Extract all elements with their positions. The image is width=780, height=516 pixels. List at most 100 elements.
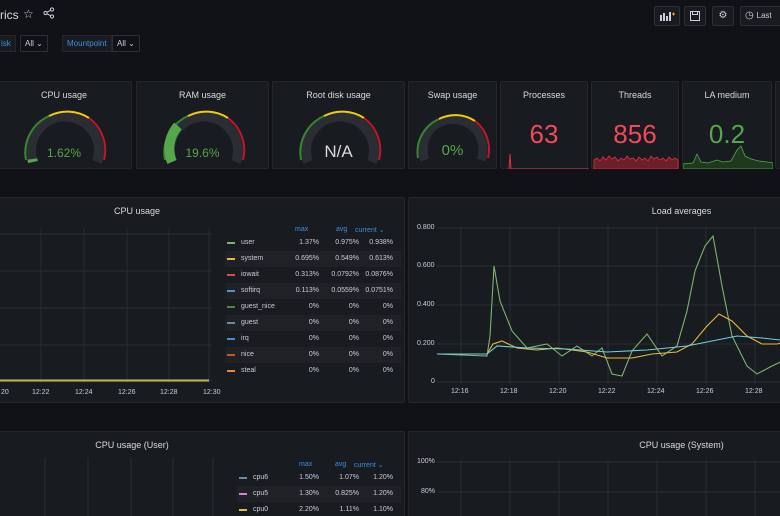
cpu-usage-gauge-panel[interactable]: CPU usage 1.62% — [0, 81, 132, 169]
root-disk-gauge-panel[interactable]: Root disk usage N/A — [272, 81, 405, 169]
legend-row-iowait[interactable]: iowait 0.313% 0.0792% 0.0876% — [225, 267, 401, 283]
threads-stat-panel[interactable]: Threads 856 — [591, 81, 679, 169]
legend-max: 0.313% — [295, 271, 319, 278]
settings-gear-icon[interactable]: ⚙ — [712, 6, 734, 26]
x-tick: 12:22 — [32, 389, 50, 396]
legend-max: 1.50% — [299, 474, 319, 481]
series-color-swatch[interactable] — [227, 242, 235, 244]
panel-title: Swap usage — [427, 90, 478, 100]
legend-current: 1.20% — [373, 490, 393, 497]
series-color-swatch[interactable] — [227, 306, 235, 308]
legend-current: 0% — [382, 335, 393, 342]
legend-avg: 0.0792% — [331, 271, 359, 278]
y-tick: 80% — [421, 488, 436, 495]
series-color-swatch[interactable] — [227, 354, 235, 356]
legend-row-steal[interactable]: steal 0% 0% 0% — [225, 363, 401, 379]
legend-max: 1.30% — [299, 490, 319, 497]
x-tick: 12:28 — [160, 389, 178, 396]
legend-max: 0% — [308, 367, 319, 374]
cpu-usage-graph-panel[interactable]: CPU usage 20 12:22 12:24 12:26 12:28 12:… — [0, 197, 405, 403]
legend-max: 0% — [308, 335, 319, 342]
share-icon[interactable] — [43, 6, 55, 24]
legend-row-cpu5[interactable]: cpu5 1.30% 0.825% 1.20% — [237, 486, 401, 502]
legend-avg: 1.11% — [339, 506, 359, 513]
series-color-swatch[interactable] — [227, 258, 235, 260]
la-medium-stat-panel[interactable]: LA medium 0.2 — [682, 81, 773, 169]
series-color-swatch[interactable] — [227, 338, 235, 340]
legend-header-current[interactable]: current ⌄ — [354, 462, 384, 469]
legend-header-max[interactable]: max — [299, 461, 313, 468]
variable-select-mountpoint[interactable]: All ⌄ — [112, 35, 140, 52]
load-graph-plot — [437, 226, 780, 384]
ram-usage-gauge-panel[interactable]: RAM usage 19.6% — [136, 81, 269, 169]
legend-current: 1.20% — [373, 474, 393, 481]
series-color-swatch[interactable] — [227, 370, 235, 372]
dashboard-title[interactable]: rics — [0, 8, 19, 22]
y-tick: 0.800 — [417, 224, 435, 231]
time-range-button[interactable]: ◷ Last — [740, 6, 780, 26]
legend-header-current[interactable]: current ⌄ — [355, 227, 385, 234]
legend-header-avg[interactable]: avg — [335, 461, 347, 468]
legend-name: system — [241, 255, 264, 262]
threads-value: 856 — [613, 119, 657, 149]
legend-max: 0.113% — [295, 287, 319, 294]
legend-current: 0% — [382, 319, 393, 326]
cpu-gauge-value: 1.62% — [46, 146, 82, 160]
star-icon[interactable]: ☆ — [23, 7, 34, 21]
legend-name: steal — [241, 367, 256, 374]
x-tick: 12:24 — [647, 388, 665, 395]
legend-current: 0.0751% — [365, 287, 393, 294]
legend-row-irq[interactable]: irq 0% 0% 0% — [225, 331, 401, 347]
variable-select-disk[interactable]: All ⌄ — [20, 35, 48, 52]
x-tick: 12:16 — [451, 388, 469, 395]
next-stat-panel-edge[interactable] — [775, 81, 780, 169]
legend-avg: 0.0559% — [331, 287, 359, 294]
legend-name: nice — [241, 351, 254, 358]
panel-title: RAM usage — [178, 90, 227, 100]
cpu-usage-system-panel[interactable]: CPU usage (System) 100% 80% — [408, 431, 780, 516]
la-sparkline — [683, 145, 773, 169]
legend-name: irq — [241, 335, 249, 342]
load-15m-series — [437, 335, 780, 355]
legend-row-system[interactable]: system 0.695% 0.549% 0.613% — [225, 251, 401, 267]
legend-row-cpu6[interactable]: cpu6 1.50% 1.07% 1.20% — [237, 470, 401, 486]
legend-name: guest_nice — [241, 303, 275, 310]
legend-row-cpu0[interactable]: cpu0 2.20% 1.11% 1.10% — [237, 502, 401, 516]
legend-current: 0% — [382, 367, 393, 374]
legend-current: 0.0876% — [365, 271, 393, 278]
legend-row-guest_nice[interactable]: guest_nice 0% 0% 0% — [225, 299, 401, 315]
x-tick: 12:26 — [118, 389, 136, 396]
system-graph-plot — [437, 460, 780, 516]
legend-row-softirq[interactable]: softirq 0.113% 0.0559% 0.0751% — [225, 283, 401, 299]
series-color-swatch[interactable] — [227, 290, 235, 292]
cpu-usage-user-panel[interactable]: CPU usage (User) max avg current ⌄ cpu6 1… — [0, 431, 405, 516]
series-color-swatch[interactable] — [239, 477, 247, 479]
load-averages-graph-panel[interactable]: Load averages 0.800 0.600 0.400 0.200 0 … — [408, 197, 780, 403]
save-icon[interactable] — [684, 6, 706, 26]
swap-usage-gauge-panel[interactable]: Swap usage 0% — [408, 81, 497, 169]
legend-name: softirq — [241, 287, 261, 294]
series-color-swatch[interactable] — [227, 322, 235, 324]
disk-gauge — [299, 110, 382, 164]
legend-row-guest[interactable]: guest 0% 0% 0% — [225, 315, 401, 331]
legend-avg: 0% — [348, 303, 359, 310]
legend-row-user[interactable]: user 1.37% 0.975% 0.938% — [225, 235, 401, 251]
legend-header-avg[interactable]: avg — [336, 226, 348, 233]
legend-avg: 0% — [348, 319, 359, 326]
legend-name: user — [241, 239, 255, 246]
legend-header-max[interactable]: max — [295, 226, 309, 233]
chevron-down-icon: ⌄ — [128, 39, 135, 48]
add-panel-button[interactable] — [654, 6, 680, 26]
panel-title: Root disk usage — [306, 90, 371, 100]
y-tick: 0.200 — [417, 340, 435, 347]
series-color-swatch[interactable] — [239, 509, 247, 511]
panel-title: Processes — [522, 90, 566, 100]
series-color-swatch[interactable] — [227, 274, 235, 276]
legend-name: guest — [241, 319, 259, 326]
legend-row-nice[interactable]: nice 0% 0% 0% — [225, 347, 401, 363]
y-tick: 0 — [431, 378, 435, 385]
series-color-swatch[interactable] — [239, 493, 247, 495]
legend-avg: 0% — [348, 351, 359, 358]
processes-stat-panel[interactable]: Processes 63 — [500, 81, 589, 169]
legend-max: 0.695% — [295, 255, 319, 262]
